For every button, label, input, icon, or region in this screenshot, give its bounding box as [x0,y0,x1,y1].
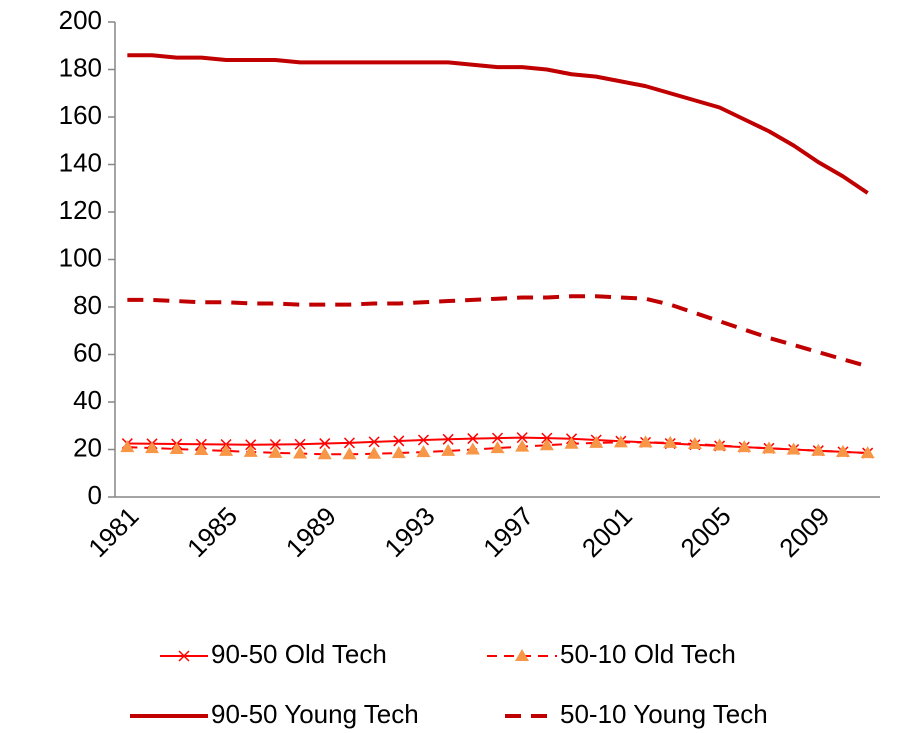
marker-triangle [811,443,826,456]
y-tick-label: 100 [59,242,102,272]
marker-triangle [589,435,604,448]
x-tick-label: 1993 [378,501,440,563]
marker-x [319,438,331,450]
marker-triangle [416,445,431,458]
marker-triangle [391,446,406,459]
marker-x [368,436,380,448]
marker-triangle [465,442,480,455]
marker-triangle [219,443,234,456]
marker-triangle [737,440,752,453]
marker-triangle [490,441,505,454]
y-tick-label: 80 [73,290,102,320]
legend-label: 90-50 Old Tech [211,639,387,669]
marker-triangle [194,442,209,455]
marker-triangle [835,444,850,457]
marker-x [442,433,454,445]
marker-triangle [613,435,628,448]
y-tick-label: 20 [73,432,102,462]
marker-triangle [687,437,702,450]
marker-x [516,432,528,444]
marker-triangle [145,441,160,454]
y-tick-label: 200 [59,5,102,35]
y-tick-label: 60 [73,337,102,367]
marker-x [491,432,504,444]
marker-triangle [342,447,357,460]
marker-triangle [169,442,184,455]
marker-x [343,437,355,449]
marker-triangle [120,440,135,453]
marker-triangle [441,443,456,456]
legend-label: 50-10 Young Tech [560,699,768,729]
y-tick-label: 40 [73,385,102,415]
marker-x [393,435,405,447]
marker-triangle [638,435,653,448]
y-tick-label: 0 [88,480,102,510]
marker-triangle [317,447,332,460]
marker-triangle [663,435,678,448]
x-tick-label: 1997 [477,501,539,563]
marker-x [245,439,257,451]
x-tick-label: 2009 [773,501,835,563]
series-line [127,294,869,369]
marker-triangle [712,438,727,451]
marker-x [417,434,429,446]
y-tick-label: 140 [59,147,102,177]
series-line [127,53,869,195]
marker-x [541,432,553,444]
legend-marker [515,649,529,661]
marker-triangle [539,438,554,451]
legend-label: 90-50 Young Tech [211,699,419,729]
marker-triangle [564,436,579,449]
x-tick-label: 1981 [82,501,144,563]
legend-label: 50-10 Old Tech [560,639,736,669]
legend-marker [178,650,190,662]
marker-x [294,438,306,450]
marker-triangle [860,446,875,459]
x-tick-label: 1989 [280,501,342,563]
marker-triangle [243,444,258,457]
y-tick-label: 180 [59,52,102,82]
y-tick-label: 160 [59,100,102,130]
marker-triangle [786,442,801,455]
marker-triangle [367,446,382,459]
marker-x [467,433,479,445]
marker-triangle [515,439,530,452]
marker-triangle [293,446,308,459]
marker-triangle [268,445,283,458]
x-tick-label: 2001 [576,501,638,563]
marker-x [269,438,281,451]
x-tick-label: 2005 [675,501,737,563]
marker-triangle [761,441,776,454]
x-tick-label: 1985 [181,501,243,563]
y-tick-label: 120 [59,195,102,225]
